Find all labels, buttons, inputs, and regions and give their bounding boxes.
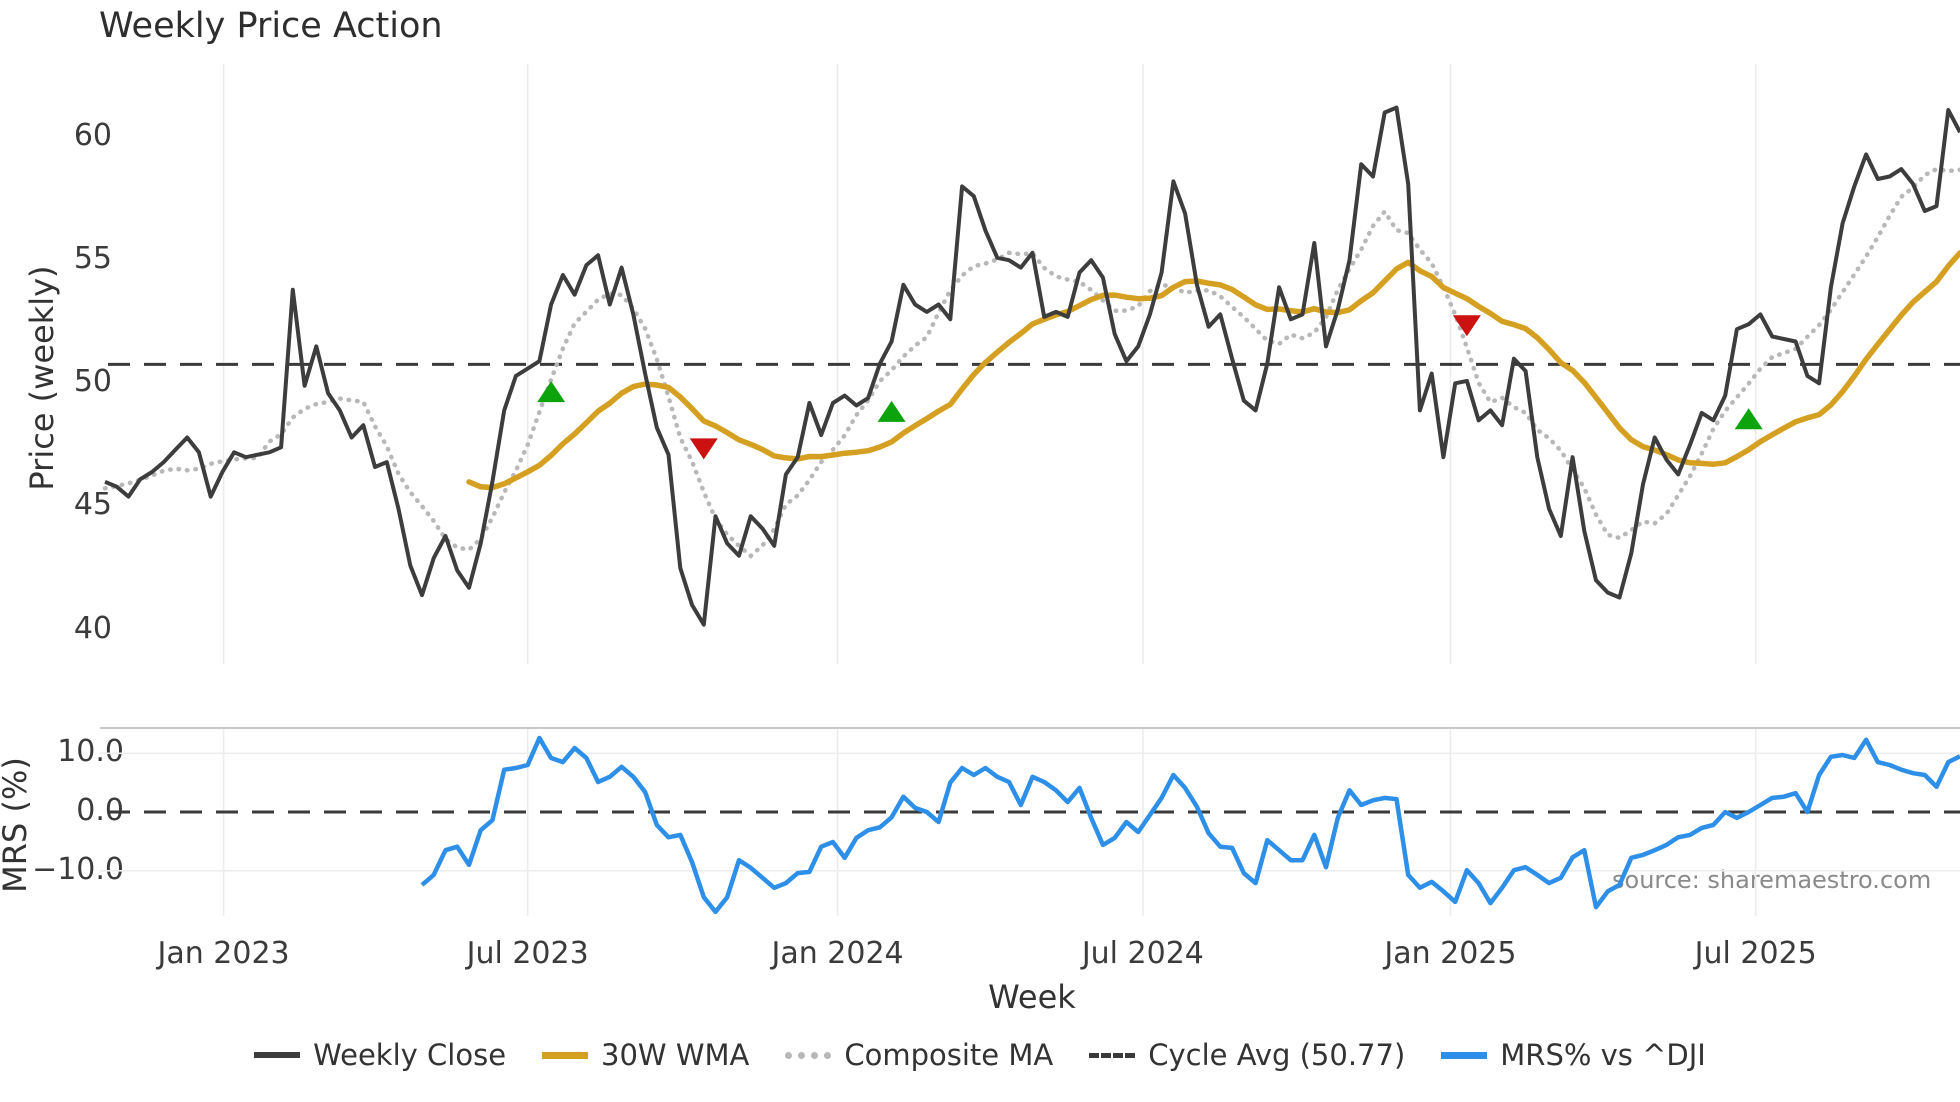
- wma-line: [466, 250, 1960, 491]
- mrs-y-tick-label: 10.0: [57, 734, 124, 770]
- buy-signal-marker: [1734, 408, 1763, 430]
- x-tick-label: Jan 2025: [1384, 936, 1517, 971]
- legend-label-composite-ma: Composite MA: [844, 1038, 1054, 1072]
- price-y-tick-label: 60: [73, 118, 112, 154]
- legend-label-30w-wma: 30W WMA: [601, 1038, 750, 1072]
- chart-legend: Weekly Close 30W WMA Composite MA Cycle …: [0, 1038, 1960, 1072]
- x-tick-label: Jul 2023: [466, 936, 589, 971]
- weekly-close-line: [104, 105, 1960, 627]
- buy-signal-marker: [877, 400, 906, 422]
- legend-item-cycle-avg: Cycle Avg (50.77): [1089, 1038, 1405, 1072]
- sell-signal-marker: [1452, 315, 1481, 337]
- legend-label-cycle-avg: Cycle Avg (50.77): [1148, 1038, 1406, 1072]
- cycle-avg-line-swatch-icon: [1089, 1052, 1136, 1058]
- x-tick-label: Jan 2023: [157, 936, 290, 971]
- legend-item-30w-wma: 30W WMA: [542, 1038, 749, 1072]
- legend-label-weekly-close: Weekly Close: [313, 1038, 507, 1072]
- chart-title: Weekly Price Action: [99, 6, 443, 46]
- legend-item-weekly-close: Weekly Close: [254, 1038, 506, 1072]
- x-tick-label: Jul 2024: [1081, 936, 1204, 971]
- price-y-tick-label: 50: [73, 364, 112, 400]
- x-tick-label: Jan 2024: [771, 936, 904, 971]
- sell-signal-marker: [689, 438, 718, 460]
- x-axis-title: Week: [988, 978, 1076, 1016]
- mrs-y-tick-label: −10.0: [32, 851, 124, 887]
- mrs-line-swatch-icon: [1441, 1051, 1488, 1059]
- x-tick-label: Jul 2025: [1694, 936, 1817, 971]
- wma-line-swatch-icon: [542, 1051, 589, 1059]
- composite-ma-line-swatch-icon: [785, 1051, 832, 1059]
- buy-signal-marker: [537, 381, 566, 403]
- mrs-line: [420, 735, 1960, 915]
- composite-ma-line: [102, 166, 1960, 559]
- price-y-tick-label: 45: [73, 487, 112, 523]
- weekly-close-line-swatch-icon: [254, 1052, 301, 1058]
- legend-label-mrs: MRS% vs ^DJI: [1500, 1038, 1706, 1072]
- legend-item-mrs: MRS% vs ^DJI: [1441, 1038, 1706, 1072]
- price-y-tick-label: 40: [73, 610, 112, 646]
- price-y-tick-label: 55: [73, 241, 112, 277]
- legend-item-composite-ma: Composite MA: [785, 1038, 1053, 1072]
